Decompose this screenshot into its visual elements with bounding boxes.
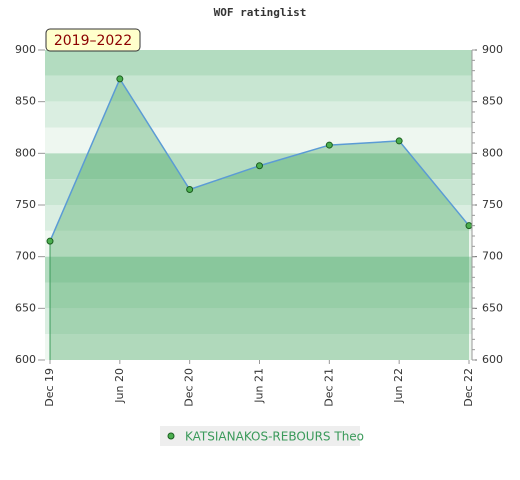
- badge: 2019–2022: [54, 33, 132, 49]
- y2-tick-label: 700: [482, 250, 503, 263]
- band: [45, 101, 472, 128]
- area: [50, 78, 469, 360]
- band: [45, 179, 472, 205]
- legend-label: KATSIANAKOS-REBOURS Theo: [185, 430, 364, 444]
- band: [45, 334, 472, 360]
- y2-tick-label: 750: [482, 198, 503, 211]
- point: [46, 237, 54, 245]
- x-tick-label: Dec 21: [322, 368, 335, 407]
- point: [256, 162, 263, 170]
- x-tick-label: Jun 22: [392, 368, 405, 404]
- band: [45, 50, 472, 76]
- y2-tick-label: 900: [482, 43, 503, 56]
- point: [186, 186, 194, 193]
- y-tick-label: 600: [15, 353, 36, 366]
- y-tick-label: 750: [15, 198, 36, 211]
- legend-marker: [167, 432, 175, 440]
- y2-tick-label: 600: [482, 353, 503, 366]
- x-tick-label: Dec 22: [462, 368, 475, 407]
- y-tick-label: 900: [15, 43, 36, 56]
- band: [45, 282, 472, 309]
- band: [45, 75, 472, 102]
- y-tick-label: 800: [15, 146, 36, 159]
- x-tick-label: Jun 20: [113, 368, 126, 404]
- y2-tick-label: 650: [482, 301, 503, 314]
- y-tick-label: 650: [15, 301, 36, 314]
- band: [45, 205, 472, 231]
- x-tick-label: Jun 21: [253, 368, 266, 404]
- point: [116, 75, 124, 83]
- band: [45, 308, 472, 335]
- band: [45, 230, 472, 257]
- y-tick-label: 850: [15, 95, 36, 108]
- x-tick-label: Dec 19: [43, 368, 56, 407]
- badge-box: [45, 28, 141, 52]
- plot: [46, 75, 473, 360]
- y-tick-label: 700: [15, 250, 36, 263]
- chart-title: WOF ratinglist: [214, 6, 307, 19]
- band: [45, 256, 472, 283]
- y2-tick-label: 850: [482, 95, 503, 108]
- point: [325, 141, 333, 149]
- legend-box: [160, 426, 360, 446]
- x-tick-label: Dec 20: [183, 368, 196, 407]
- y2-tick-label: 800: [482, 146, 503, 159]
- point: [465, 222, 473, 230]
- point: [395, 137, 403, 145]
